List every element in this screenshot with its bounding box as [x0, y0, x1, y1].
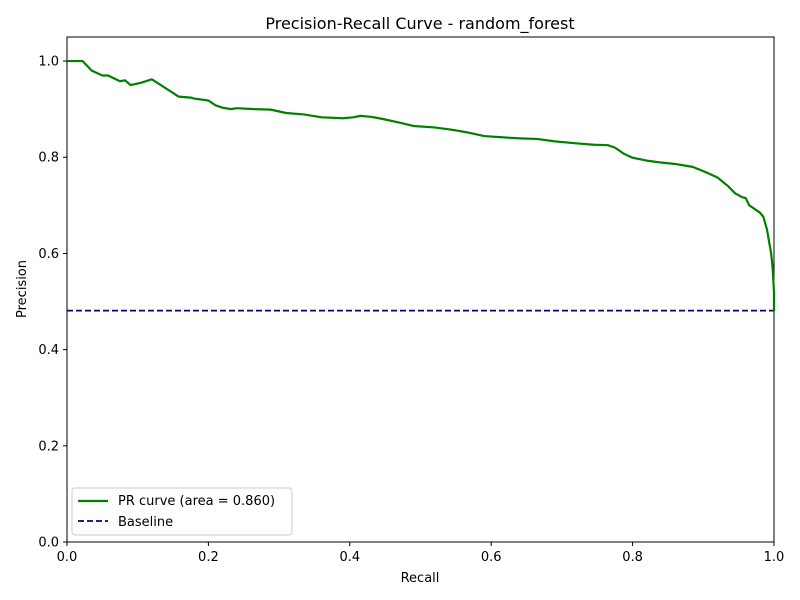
y-tick-label: 1.0	[38, 55, 59, 70]
y-axis-ticks: 0.0 0.2 0.4 0.6 0.8 1.0	[38, 55, 67, 551]
y-tick-label: 0.8	[38, 151, 59, 166]
chart-title: Precision-Recall Curve - random_forest	[265, 14, 574, 34]
x-axis-ticks: 0.0 0.2 0.4 0.6 0.8 1.0	[57, 542, 785, 565]
y-axis-title: Precision	[15, 260, 30, 318]
x-tick-label: 1.0	[764, 550, 785, 565]
y-tick-label: 0.2	[38, 439, 59, 454]
legend: PR curve (area = 0.860) Baseline	[71, 487, 293, 536]
legend-box	[71, 487, 293, 536]
x-tick-label: 0.4	[339, 550, 360, 565]
y-tick-label: 0.4	[38, 343, 59, 358]
y-tick-label: 0.0	[38, 536, 59, 551]
x-tick-label: 0.6	[481, 550, 502, 565]
series-line-pr-curve	[67, 59, 776, 312]
legend-label-baseline: Baseline	[118, 515, 173, 530]
x-tick-label: 0.8	[622, 550, 643, 565]
x-axis-title: Recall	[401, 571, 440, 586]
x-tick-label: 0.2	[198, 550, 219, 565]
legend-label-pr-curve: PR curve (area = 0.860)	[118, 494, 275, 509]
x-tick-label: 0.0	[57, 550, 78, 565]
y-tick-label: 0.6	[38, 247, 59, 262]
series-layer	[67, 59, 776, 312]
